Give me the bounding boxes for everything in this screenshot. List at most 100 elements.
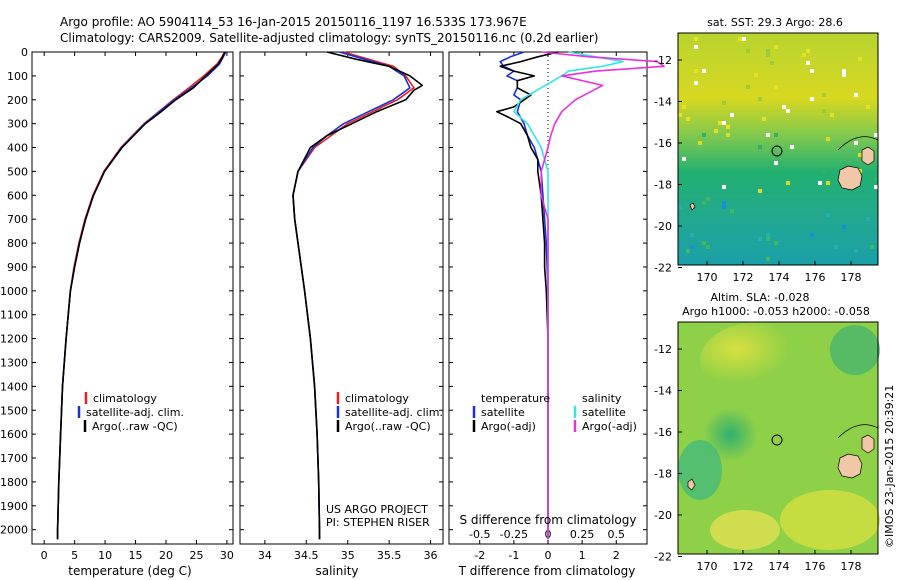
sst-pixel	[706, 245, 710, 249]
sst-pixel	[854, 141, 858, 145]
x-tick-label: 15	[129, 549, 143, 562]
sst-pixel	[854, 93, 858, 97]
x-tick-label: 5	[71, 549, 78, 562]
depth-tick-label: 300	[7, 118, 28, 131]
sst-pixel	[694, 69, 698, 73]
panel-frame	[239, 51, 444, 545]
series-salinity-argo-adj-	[540, 51, 665, 540]
depth-tick-label: 1200	[0, 333, 28, 346]
sst-pixel	[726, 125, 730, 129]
sst-pixel	[786, 181, 790, 185]
s-tick-label: 0.5	[608, 528, 626, 541]
series-argo-raw-qc-	[292, 51, 424, 540]
depth-tick-label: 0	[21, 46, 28, 59]
sst-pixel-noise	[678, 37, 878, 261]
sst-lat-labels: -12 -14 -16 -18 -20 -22	[654, 54, 682, 275]
depth-tick-label: 500	[7, 165, 28, 178]
sst-pixel	[790, 145, 794, 149]
sst-pixel	[726, 133, 730, 137]
sst-pixel	[766, 53, 770, 57]
depth-tick-label: 1100	[0, 309, 28, 322]
x-tick-label: 0	[545, 549, 552, 562]
depth-tick-label: 1000	[0, 285, 28, 298]
sst-pixel	[686, 117, 690, 121]
sst-pixel	[694, 37, 698, 41]
sst-pixel	[870, 245, 874, 249]
x-tick-label: 35	[341, 549, 355, 562]
sst-pixel	[826, 213, 830, 217]
x-tick-label: 25	[189, 549, 203, 562]
sst-pixel	[742, 37, 746, 41]
legend-header-salinity: salinity	[582, 392, 622, 405]
depth-tick-label: 900	[7, 261, 28, 274]
t-difference-axis-label: T difference from climatology	[458, 564, 636, 578]
sst-pixel	[826, 137, 830, 141]
sla-map-frame	[677, 321, 879, 555]
lon-tick-label: 178	[841, 560, 862, 573]
s-tick-label: -0.25	[500, 528, 528, 541]
sla-land	[687, 424, 879, 491]
legend-t-argo: Argo(-adj)	[481, 420, 536, 433]
difference-legend: temperature salinity satellite Argo(-adj…	[472, 392, 637, 433]
legend-s-argo: Argo(-adj)	[582, 420, 637, 433]
sst-field	[678, 33, 878, 265]
sst-pixel	[810, 233, 814, 237]
sst-pixel	[690, 245, 694, 249]
header-line-1: Argo profile: AO 5904114_53 16-Jan-2015 …	[60, 15, 527, 29]
sst-pixel	[690, 233, 694, 237]
sst-pixel	[758, 97, 762, 101]
s-tick-label: -0.5	[469, 528, 490, 541]
temperature-panel: 0 5 10 15 20 25 30	[31, 51, 234, 562]
legend-climatology: climatology	[345, 392, 409, 405]
sst-pixel	[866, 105, 870, 109]
sst-pixel	[722, 121, 726, 125]
legend-climatology: climatology	[93, 392, 157, 405]
sst-pixel	[706, 197, 710, 201]
lat-tick-label: -12	[654, 54, 672, 67]
legend-argo: Argo(..raw -QC)	[345, 420, 431, 433]
lat-tick-label: -12	[654, 343, 672, 356]
credit-pi: PI: STEPHEN RISER	[326, 516, 430, 529]
s-tick-label: 0.25	[570, 528, 595, 541]
credit-project: US ARGO PROJECT	[326, 503, 428, 516]
lat-tick-label: -22	[654, 551, 672, 564]
lat-tick-label: -20	[654, 220, 672, 233]
sst-pixel	[854, 249, 858, 253]
sst-pixel	[858, 153, 862, 157]
lat-tick-label: -14	[654, 385, 672, 398]
sst-pixel	[802, 53, 806, 57]
depth-tick-label: 1600	[0, 428, 28, 441]
lon-tick-label: 172	[733, 271, 754, 284]
lon-tick-label: 176	[805, 271, 826, 284]
x-tick-label: 10	[98, 549, 112, 562]
sst-pixel	[822, 93, 826, 97]
depth-axis-labels: 0 100 200 300 400 500 600 700 800 900 1000 1100 1200…	[0, 46, 28, 537]
depth-tick-label: 400	[7, 142, 28, 155]
x-tick-label: 36	[424, 549, 438, 562]
depth-tick-label: 800	[7, 237, 28, 250]
sst-pixel	[806, 61, 810, 65]
depth-tick-label: 100	[7, 70, 28, 83]
sst-land	[689, 136, 879, 211]
sst-pixel	[722, 205, 726, 209]
legend-satellite-adj: satellite-adj. clim.	[86, 406, 184, 419]
temperature-axis-label: temperature (deg C)	[68, 564, 191, 578]
salinity-axis-label: salinity	[315, 564, 358, 578]
lon-tick-label: 170	[697, 271, 718, 284]
sst-map-frame	[677, 32, 879, 266]
sst-pixel	[766, 237, 770, 241]
depth-tick-label: 1300	[0, 356, 28, 369]
sst-pixel	[774, 85, 778, 89]
sst-pixel	[702, 69, 706, 73]
sst-pixel	[782, 105, 786, 109]
sst-pixel	[858, 57, 862, 61]
lon-tick-label: 174	[769, 271, 790, 284]
sst-pixel	[746, 49, 750, 53]
sst-pixel	[698, 141, 702, 145]
sst-pixel	[758, 145, 762, 149]
sst-pixel	[798, 125, 802, 129]
sst-map-title: sat. SST: 29.3 Argo: 28.6	[707, 16, 843, 29]
sst-pixel	[754, 73, 758, 77]
sla-map-title-2: Argo h1000: -0.053 h2000: -0.058	[682, 305, 870, 318]
sst-pixel	[830, 113, 834, 117]
